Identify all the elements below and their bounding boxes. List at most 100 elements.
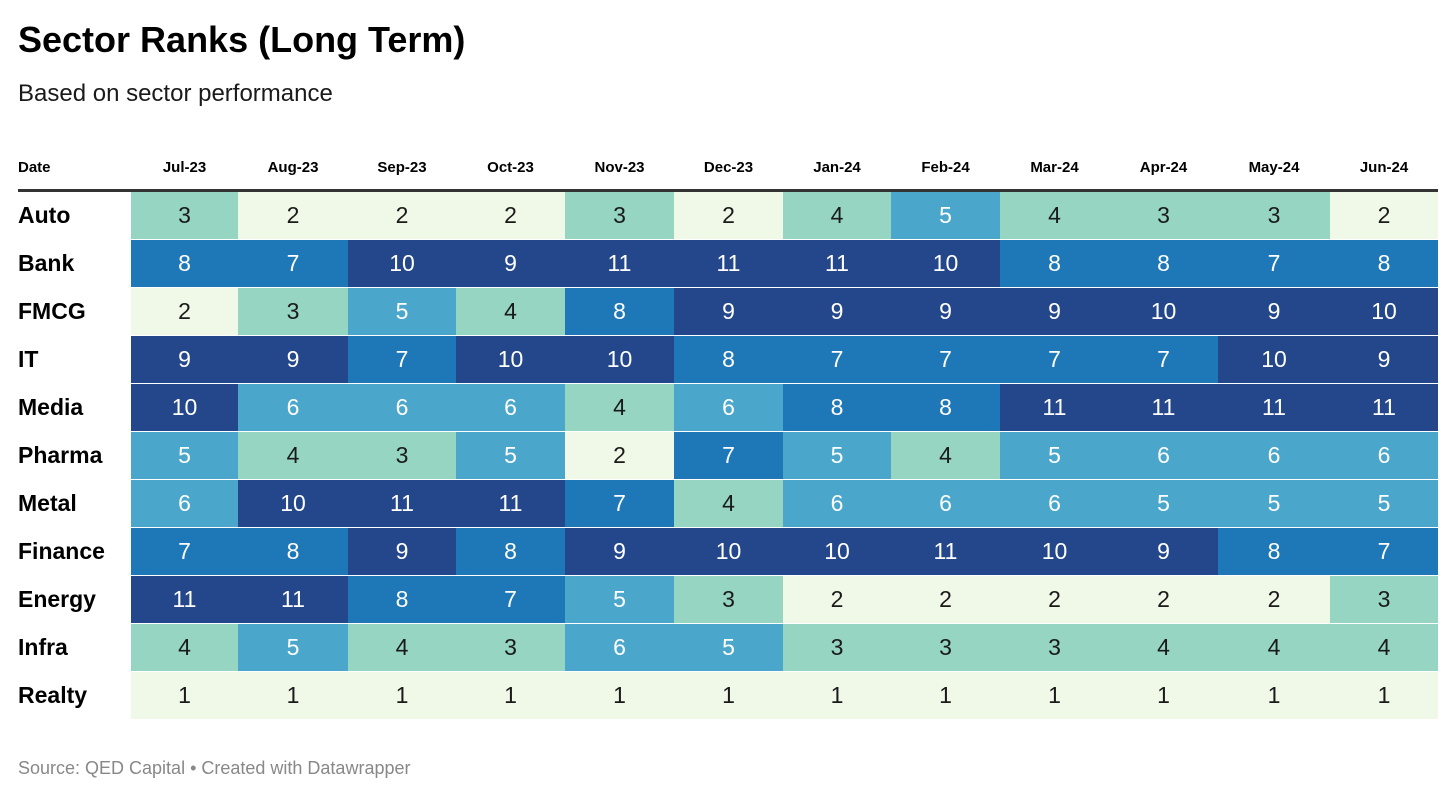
date-column-header: Date (18, 159, 51, 176)
row-label: IT (18, 346, 39, 372)
heatmap-cell: 6 (674, 384, 783, 431)
heatmap-cell: 2 (674, 192, 783, 239)
heatmap-cell: 3 (891, 624, 1000, 671)
heatmap-cell: 9 (1109, 528, 1218, 575)
heatmap-cell: 1 (456, 672, 565, 719)
row-label: Auto (18, 202, 71, 228)
heatmap-cell: 9 (238, 336, 348, 383)
heatmap-cell: 4 (348, 624, 456, 671)
heatmap-cell: 8 (348, 576, 456, 623)
row-label: Finance (18, 538, 105, 564)
heatmap-cell: 2 (891, 576, 1000, 623)
heatmap-cell: 6 (348, 384, 456, 431)
column-header: Jan-24 (813, 159, 861, 176)
heatmap-cell: 7 (891, 336, 1000, 383)
heatmap-cell: 9 (456, 240, 565, 287)
heatmap-cell: 1 (1218, 672, 1330, 719)
heatmap-cell: 10 (238, 480, 348, 527)
heatmap-cell: 7 (131, 528, 238, 575)
heatmap-cell: 8 (1000, 240, 1109, 287)
heatmap-cell: 5 (674, 624, 783, 671)
heatmap-cell: 4 (891, 432, 1000, 479)
heatmap-cell: 11 (1109, 384, 1218, 431)
heatmap-cell: 9 (1330, 336, 1438, 383)
heatmap-cell: 8 (131, 240, 238, 287)
heatmap-cell: 5 (348, 288, 456, 335)
heatmap-cell: 3 (456, 624, 565, 671)
heatmap-cell: 10 (674, 528, 783, 575)
heatmap-cell: 8 (1218, 528, 1330, 575)
heatmap-cell: 5 (238, 624, 348, 671)
column-header: Oct-23 (487, 159, 534, 176)
heatmap-cell: 7 (1000, 336, 1109, 383)
heatmap-cell: 7 (674, 432, 783, 479)
heatmap-cell: 9 (348, 528, 456, 575)
heatmap-cell: 4 (1000, 192, 1109, 239)
heatmap-cell: 6 (1218, 432, 1330, 479)
table-row: Infra 4 5 4 3 6 5 3 3 3 4 4 4 (18, 624, 1438, 672)
heatmap-cell: 8 (565, 288, 674, 335)
heatmap-cell: 3 (348, 432, 456, 479)
heatmap-cell: 3 (1109, 192, 1218, 239)
table-row: Media 10 6 6 6 4 6 8 8 11 11 11 11 (18, 384, 1438, 432)
heatmap-cell: 2 (1109, 576, 1218, 623)
column-header: Nov-23 (594, 159, 645, 176)
table-row: FMCG 2 3 5 4 8 9 9 9 9 10 9 10 (18, 288, 1438, 336)
heatmap-cell: 9 (565, 528, 674, 575)
heatmap-cell: 1 (674, 672, 783, 719)
column-header: Apr-24 (1139, 159, 1188, 176)
heatmap-cell: 8 (238, 528, 348, 575)
column-header: Jul-23 (162, 159, 207, 176)
heatmap-cell: 1 (1330, 672, 1438, 719)
heatmap-cell: 10 (1109, 288, 1218, 335)
heatmap-cell: 2 (348, 192, 456, 239)
heatmap-cell: 4 (565, 384, 674, 431)
heatmap-cell: 2 (1218, 576, 1330, 623)
heatmap-table: Date Jul-23 Aug-23 Sep-23 Oct-23 Nov-23 Dec-2… (18, 150, 1438, 720)
heatmap-cell: 4 (783, 192, 891, 239)
heatmap-cell: 1 (1000, 672, 1109, 719)
heatmap-cell: 11 (131, 576, 238, 623)
heatmap-cell: 10 (456, 336, 565, 383)
heatmap-cell: 2 (238, 192, 348, 239)
heatmap-cell: 3 (565, 192, 674, 239)
heatmap-cell: 9 (131, 336, 238, 383)
heatmap-cell: 11 (456, 480, 565, 527)
heatmap-cell: 6 (1330, 432, 1438, 479)
row-label: Realty (18, 682, 88, 708)
table-row: Auto 3 2 2 2 3 2 4 5 4 3 3 2 (18, 192, 1438, 240)
heatmap-cell: 5 (1000, 432, 1109, 479)
heatmap-cell: 7 (1330, 528, 1438, 575)
row-label: Infra (18, 634, 68, 660)
heatmap-cell: 3 (238, 288, 348, 335)
heatmap-cell: 6 (456, 384, 565, 431)
heatmap-cell: 6 (783, 480, 891, 527)
column-header: Sep-23 (377, 159, 427, 176)
heatmap-cell: 1 (131, 672, 238, 719)
heatmap-cell: 5 (456, 432, 565, 479)
row-label: Energy (18, 586, 96, 612)
heatmap-cell: 8 (783, 384, 891, 431)
header-row: Date Jul-23 Aug-23 Sep-23 Oct-23 Nov-23 Dec-2… (18, 150, 1438, 192)
heatmap-cell: 1 (565, 672, 674, 719)
heatmap-cell: 10 (1330, 288, 1438, 335)
heatmap-cell: 2 (131, 288, 238, 335)
heatmap-cell: 4 (674, 480, 783, 527)
heatmap-body: Auto 3 2 2 2 3 2 4 5 4 3 3 2 Bank 8 7 10 9 11 11 11 10 8 8 7 8 FMC… (18, 192, 1438, 720)
heatmap-cell: 11 (674, 240, 783, 287)
heatmap-cell: 5 (1109, 480, 1218, 527)
heatmap-cell: 4 (238, 432, 348, 479)
table-row: Realty 1 1 1 1 1 1 1 1 1 1 1 1 (18, 672, 1438, 720)
heatmap-cell: 7 (565, 480, 674, 527)
heatmap-cell: 8 (891, 384, 1000, 431)
heatmap-cell: 5 (891, 192, 1000, 239)
column-header: Dec-23 (703, 159, 754, 176)
heatmap-cell: 11 (565, 240, 674, 287)
heatmap-cell: 2 (1330, 192, 1438, 239)
heatmap-cell: 3 (1000, 624, 1109, 671)
heatmap-cell: 5 (783, 432, 891, 479)
heatmap-cell: 1 (1109, 672, 1218, 719)
table-row: Metal 6 10 11 11 7 4 6 6 6 5 5 5 (18, 480, 1438, 528)
row-label: Media (18, 394, 84, 420)
chart-title: Sector Ranks (Long Term) (18, 19, 466, 60)
